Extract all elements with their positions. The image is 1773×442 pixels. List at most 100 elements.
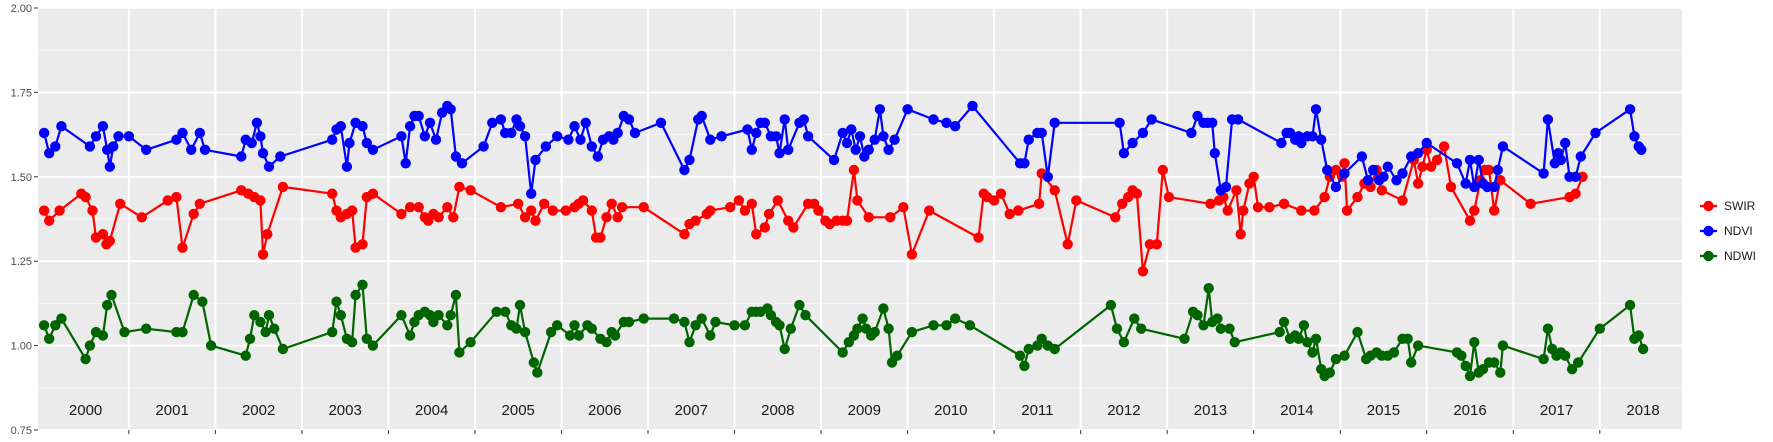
data-point-ndwi — [350, 289, 361, 301]
data-point-swir — [257, 249, 269, 260]
data-point-ndvi — [38, 127, 50, 139]
data-point-ndwi — [1014, 350, 1026, 361]
data-point-ndvi — [779, 114, 790, 125]
data-point-swir — [924, 205, 935, 216]
data-point-ndvi — [327, 134, 338, 145]
data-point-ndwi — [106, 289, 117, 301]
year-label: 2000 — [69, 402, 102, 419]
data-point-swir — [115, 198, 126, 209]
year-label: 2001 — [155, 402, 188, 419]
data-point-ndwi — [1274, 326, 1285, 338]
data-point-swir — [530, 215, 541, 226]
data-point-ndvi — [878, 131, 889, 142]
data-point-ndvi — [1367, 164, 1379, 176]
data-point-ndwi — [586, 323, 597, 334]
data-point-ndvi — [367, 144, 379, 155]
data-point-ndvi — [746, 144, 757, 155]
data-point-ndwi — [532, 367, 543, 378]
data-point-swir — [54, 205, 65, 216]
data-point-swir — [162, 195, 173, 206]
data-point-swir — [1131, 188, 1143, 199]
data-point-ndvi — [883, 144, 894, 155]
legend-key-point — [1703, 200, 1714, 212]
data-point-ndvi — [580, 117, 591, 128]
data-point-ndwi — [361, 333, 372, 344]
data-point-ndwi — [794, 299, 805, 311]
data-point-ndwi — [442, 320, 453, 331]
data-point-swir — [442, 202, 453, 213]
data-point-ndvi — [552, 131, 563, 142]
data-point-swir — [519, 212, 531, 223]
data-point-ndwi — [255, 316, 266, 328]
data-point-swir — [586, 205, 597, 216]
y-tick-label: 0.75 — [11, 425, 32, 437]
data-point-ndvi — [854, 131, 866, 142]
data-point-ndvi — [1451, 158, 1463, 169]
data-point-swir — [255, 195, 266, 206]
data-point-ndvi — [1114, 117, 1125, 128]
data-point-ndvi — [1473, 154, 1484, 166]
data-point-ndwi — [1302, 337, 1313, 348]
data-point-ndwi — [696, 313, 707, 324]
data-point-ndwi — [260, 326, 271, 338]
data-point-ndwi — [269, 323, 280, 334]
data-point-swir — [1489, 205, 1500, 216]
data-point-ndvi — [246, 137, 257, 149]
legend-key-point — [1703, 225, 1714, 237]
data-point-ndvi — [44, 148, 55, 159]
data-point-ndwi — [331, 296, 342, 307]
data-point-ndvi — [97, 121, 109, 132]
data-point-swir — [38, 205, 50, 216]
data-point-ndvi — [177, 127, 188, 139]
data-point-ndwi — [249, 310, 260, 321]
data-point-ndwi — [1023, 343, 1034, 355]
data-point-ndvi — [263, 161, 275, 172]
data-point-ndvi — [1489, 181, 1500, 193]
data-point-swir — [725, 202, 736, 213]
data-point-ndwi — [1477, 364, 1489, 375]
data-point-ndvi — [612, 127, 623, 139]
data-point-ndvi — [419, 131, 430, 142]
data-point-swir — [433, 212, 444, 223]
data-point-swir — [177, 242, 188, 253]
data-point-swir — [194, 198, 205, 209]
data-point-ndwi — [1298, 320, 1310, 331]
legend-label: SWIR — [1724, 199, 1756, 213]
data-point-swir — [679, 229, 690, 240]
data-point-ndvi — [540, 141, 552, 152]
data-point-ndvi — [1570, 171, 1581, 182]
data-point-ndvi — [850, 144, 861, 155]
y-tick-label: 1.50 — [11, 172, 32, 184]
data-point-swir — [404, 202, 416, 213]
data-point-swir — [1330, 164, 1342, 176]
data-point-swir — [1278, 198, 1290, 209]
data-point-ndvi — [1356, 151, 1368, 162]
data-point-swir — [733, 195, 745, 206]
data-point-swir — [705, 205, 716, 216]
data-point-swir — [1231, 185, 1242, 196]
data-point-swir — [327, 188, 338, 199]
data-point-swir — [690, 215, 701, 226]
data-point-ndwi — [1136, 323, 1147, 334]
data-point-ndvi — [251, 117, 263, 128]
data-point-ndvi — [113, 131, 124, 142]
data-point-swir — [995, 188, 1007, 199]
data-point-ndvi — [869, 134, 880, 145]
data-point-ndwi — [119, 326, 130, 338]
data-point-swir — [1049, 185, 1060, 196]
year-label: 2018 — [1626, 402, 1659, 419]
data-point-ndvi — [56, 121, 67, 132]
data-point-ndvi — [478, 141, 489, 152]
data-point-ndvi — [1469, 181, 1480, 193]
data-point-ndvi — [705, 134, 716, 145]
data-point-ndwi — [450, 289, 462, 301]
data-point-ndwi — [433, 310, 444, 321]
data-point-ndvi — [104, 161, 116, 172]
y-tick-label: 1.00 — [11, 341, 32, 353]
data-point-ndvi — [629, 127, 641, 139]
data-point-ndvi — [344, 137, 355, 149]
data-point-swir — [595, 232, 606, 243]
y-tick-label: 1.75 — [11, 87, 32, 99]
data-point-swir — [97, 229, 109, 240]
data-point-ndvi — [257, 148, 269, 159]
